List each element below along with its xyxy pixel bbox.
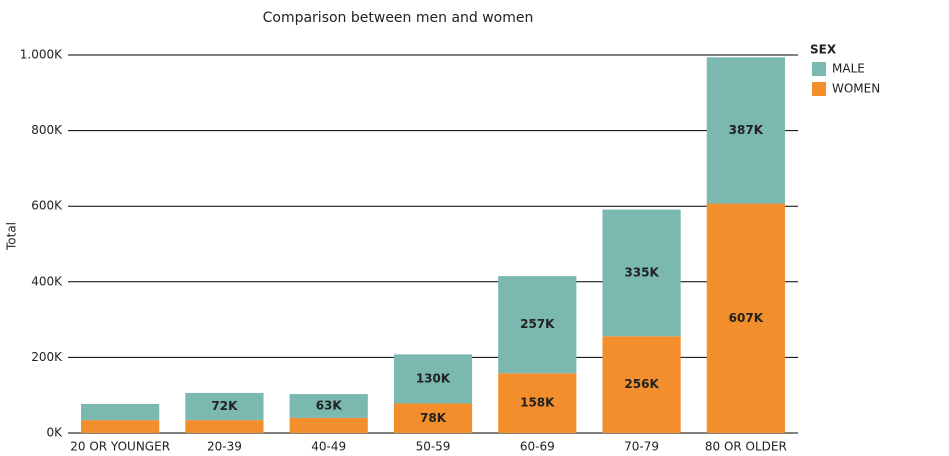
bar-segment: [185, 392, 264, 421]
bar-segment: [393, 403, 473, 433]
bar-segment: [498, 276, 577, 374]
bar-segment: [81, 420, 160, 433]
bar-segment: [602, 336, 681, 433]
legend-label: MALE: [832, 62, 865, 76]
x-tick-label: 40-49: [311, 440, 346, 454]
bar-segment: [185, 420, 264, 433]
bar-segment: [706, 203, 785, 433]
y-tick-label: 200K: [31, 350, 63, 364]
value-label: 335K: [624, 265, 659, 279]
x-tick-label: 20 OR YOUNGER: [70, 440, 170, 454]
value-label: 78K: [420, 411, 447, 425]
legend-swatch: [812, 62, 826, 76]
bar-segment: [289, 394, 368, 418]
value-label: 387K: [729, 123, 764, 137]
y-tick-label: 1.000K: [20, 48, 63, 62]
x-tick-label: 60-69: [520, 440, 555, 454]
value-label: 72K: [211, 399, 238, 413]
value-label: 257K: [520, 317, 555, 331]
legend-swatch: [812, 82, 826, 96]
y-tick-label: 600K: [31, 199, 63, 213]
bar-segment: [498, 373, 577, 433]
value-label: 607K: [729, 311, 764, 325]
y-tick-label: 400K: [31, 274, 63, 288]
x-tick-label: 50-59: [416, 440, 451, 454]
bar-segment: [393, 354, 473, 404]
x-tick-label: 80 OR OLDER: [705, 440, 787, 454]
chart-title: Comparison between men and women: [263, 10, 534, 26]
legend-label: WOMEN: [832, 82, 880, 96]
value-label: 63K: [316, 398, 343, 412]
x-tick-label: 20-39: [207, 440, 242, 454]
value-label: 130K: [416, 371, 451, 385]
y-tick-label: 800K: [31, 123, 63, 137]
value-label: 158K: [520, 396, 555, 410]
bar-segment: [289, 417, 368, 433]
bar-segment: [706, 57, 785, 204]
y-axis-label: Total: [5, 222, 19, 251]
bar-segment: [81, 403, 160, 421]
legend-title: SEX: [810, 43, 837, 57]
value-label: 256K: [624, 377, 659, 391]
y-tick-label: 0K: [46, 426, 63, 440]
x-tick-label: 70-79: [624, 440, 659, 454]
bar-segment: [602, 209, 681, 337]
